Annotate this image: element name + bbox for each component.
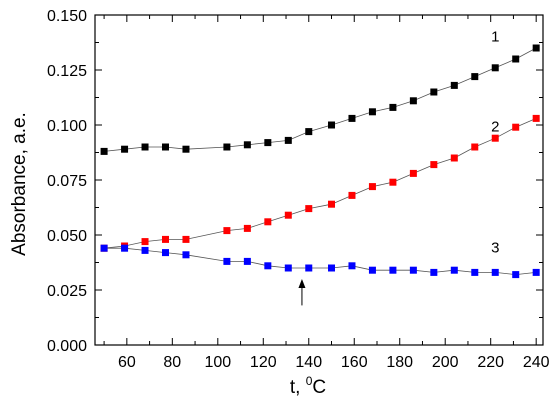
series-2-point bbox=[451, 155, 458, 162]
x-tick-label: 80 bbox=[163, 354, 181, 371]
series-2-point bbox=[285, 212, 292, 219]
x-tick-label: 60 bbox=[118, 354, 136, 371]
x-axis-label-unit: C bbox=[312, 377, 326, 398]
series-2-point bbox=[264, 218, 271, 225]
series-1-point bbox=[492, 64, 499, 71]
x-axis-label-text: t, bbox=[290, 377, 306, 398]
series-3-point bbox=[451, 267, 458, 274]
x-tick-label: 100 bbox=[204, 354, 231, 371]
series-label-2: 2 bbox=[491, 119, 499, 136]
series-labels: 1 2 3 bbox=[491, 28, 499, 256]
series-1-point bbox=[328, 122, 335, 129]
series-2-point bbox=[142, 238, 149, 245]
y-axis-label: Absorbance, a.e. bbox=[9, 112, 30, 256]
series-2-point bbox=[223, 227, 230, 234]
series-3-point bbox=[533, 269, 540, 276]
y-tick-label: 0.100 bbox=[47, 118, 87, 135]
x-axis-label: t, 0C bbox=[290, 374, 326, 398]
series-3-point bbox=[285, 265, 292, 272]
series-2-point bbox=[305, 205, 312, 212]
series-1-point bbox=[533, 45, 540, 52]
series-1-point bbox=[182, 146, 189, 153]
series-3-point bbox=[162, 249, 169, 256]
series-label-1: 1 bbox=[491, 28, 499, 45]
series-1 bbox=[101, 45, 540, 155]
plot-frame bbox=[95, 15, 543, 345]
axes: 60 80 100 120 140 160 180 200 220 240 0.000 0.025 0.… bbox=[47, 8, 550, 371]
series-3-point bbox=[369, 267, 376, 274]
x-tick-label: 180 bbox=[386, 354, 413, 371]
series-1-point bbox=[121, 146, 128, 153]
series-3-point bbox=[492, 269, 499, 276]
series-1-point bbox=[512, 56, 519, 63]
series-3-point bbox=[244, 258, 251, 265]
series-3 bbox=[101, 245, 540, 278]
series-2-point bbox=[533, 115, 540, 122]
series-3-point bbox=[512, 271, 519, 278]
series-2-point bbox=[430, 161, 437, 168]
x-tick-label: 240 bbox=[523, 354, 550, 371]
series-1-point bbox=[430, 89, 437, 96]
x-tick-label: 200 bbox=[432, 354, 459, 371]
series-2-point bbox=[492, 135, 499, 142]
series-3-point bbox=[389, 267, 396, 274]
series-3-point bbox=[182, 251, 189, 258]
series-1-line bbox=[104, 48, 536, 151]
y-tick-label: 0.050 bbox=[47, 228, 87, 245]
x-tick-label: 160 bbox=[341, 354, 368, 371]
series-2-point bbox=[410, 170, 417, 177]
series-2-point bbox=[328, 201, 335, 208]
series-1-point bbox=[305, 128, 312, 135]
series-2-point bbox=[182, 236, 189, 243]
series-1-point bbox=[101, 148, 108, 155]
series-1-point bbox=[389, 104, 396, 111]
series-3-point bbox=[410, 267, 417, 274]
series-2-point bbox=[389, 179, 396, 186]
x-tick-label: 140 bbox=[295, 354, 322, 371]
y-tick-label: 0.125 bbox=[47, 63, 87, 80]
series-2 bbox=[101, 115, 540, 252]
series-1-point bbox=[348, 115, 355, 122]
series-3-point bbox=[223, 258, 230, 265]
y-tick-label: 0.150 bbox=[47, 8, 87, 25]
series-1-point bbox=[285, 137, 292, 144]
series-2-point bbox=[162, 236, 169, 243]
y-tick-label: 0.000 bbox=[47, 338, 87, 355]
y-tick-label: 0.075 bbox=[47, 173, 87, 190]
series-1-point bbox=[369, 108, 376, 115]
series-1-point bbox=[264, 139, 271, 146]
series-1-point bbox=[451, 82, 458, 89]
series-3-point bbox=[471, 269, 478, 276]
arrow-annotation bbox=[298, 279, 305, 305]
series-3-point bbox=[430, 269, 437, 276]
series-3-point bbox=[348, 262, 355, 269]
series-3-point bbox=[328, 265, 335, 272]
x-tick-label: 120 bbox=[250, 354, 277, 371]
series-2-line bbox=[104, 118, 536, 248]
series-2-point bbox=[512, 124, 519, 131]
series-1-point bbox=[410, 97, 417, 104]
series-2-point bbox=[348, 192, 355, 199]
series-1-point bbox=[162, 144, 169, 151]
series-3-point bbox=[142, 247, 149, 254]
series-2-point bbox=[471, 144, 478, 151]
series-1-point bbox=[471, 73, 478, 80]
series-3-point bbox=[305, 265, 312, 272]
series-1-point bbox=[142, 144, 149, 151]
y-tick-label: 0.025 bbox=[47, 283, 87, 300]
series-2-point bbox=[369, 183, 376, 190]
arrow-head bbox=[298, 279, 305, 288]
series-1-point bbox=[223, 144, 230, 151]
x-tick-label: 220 bbox=[477, 354, 504, 371]
series-3-point bbox=[121, 245, 128, 252]
series-2-point bbox=[244, 225, 251, 232]
series-3-point bbox=[101, 245, 108, 252]
series-1-point bbox=[244, 141, 251, 148]
series-3-point bbox=[264, 262, 271, 269]
series-label-3: 3 bbox=[491, 240, 499, 257]
series-layer bbox=[101, 45, 540, 279]
